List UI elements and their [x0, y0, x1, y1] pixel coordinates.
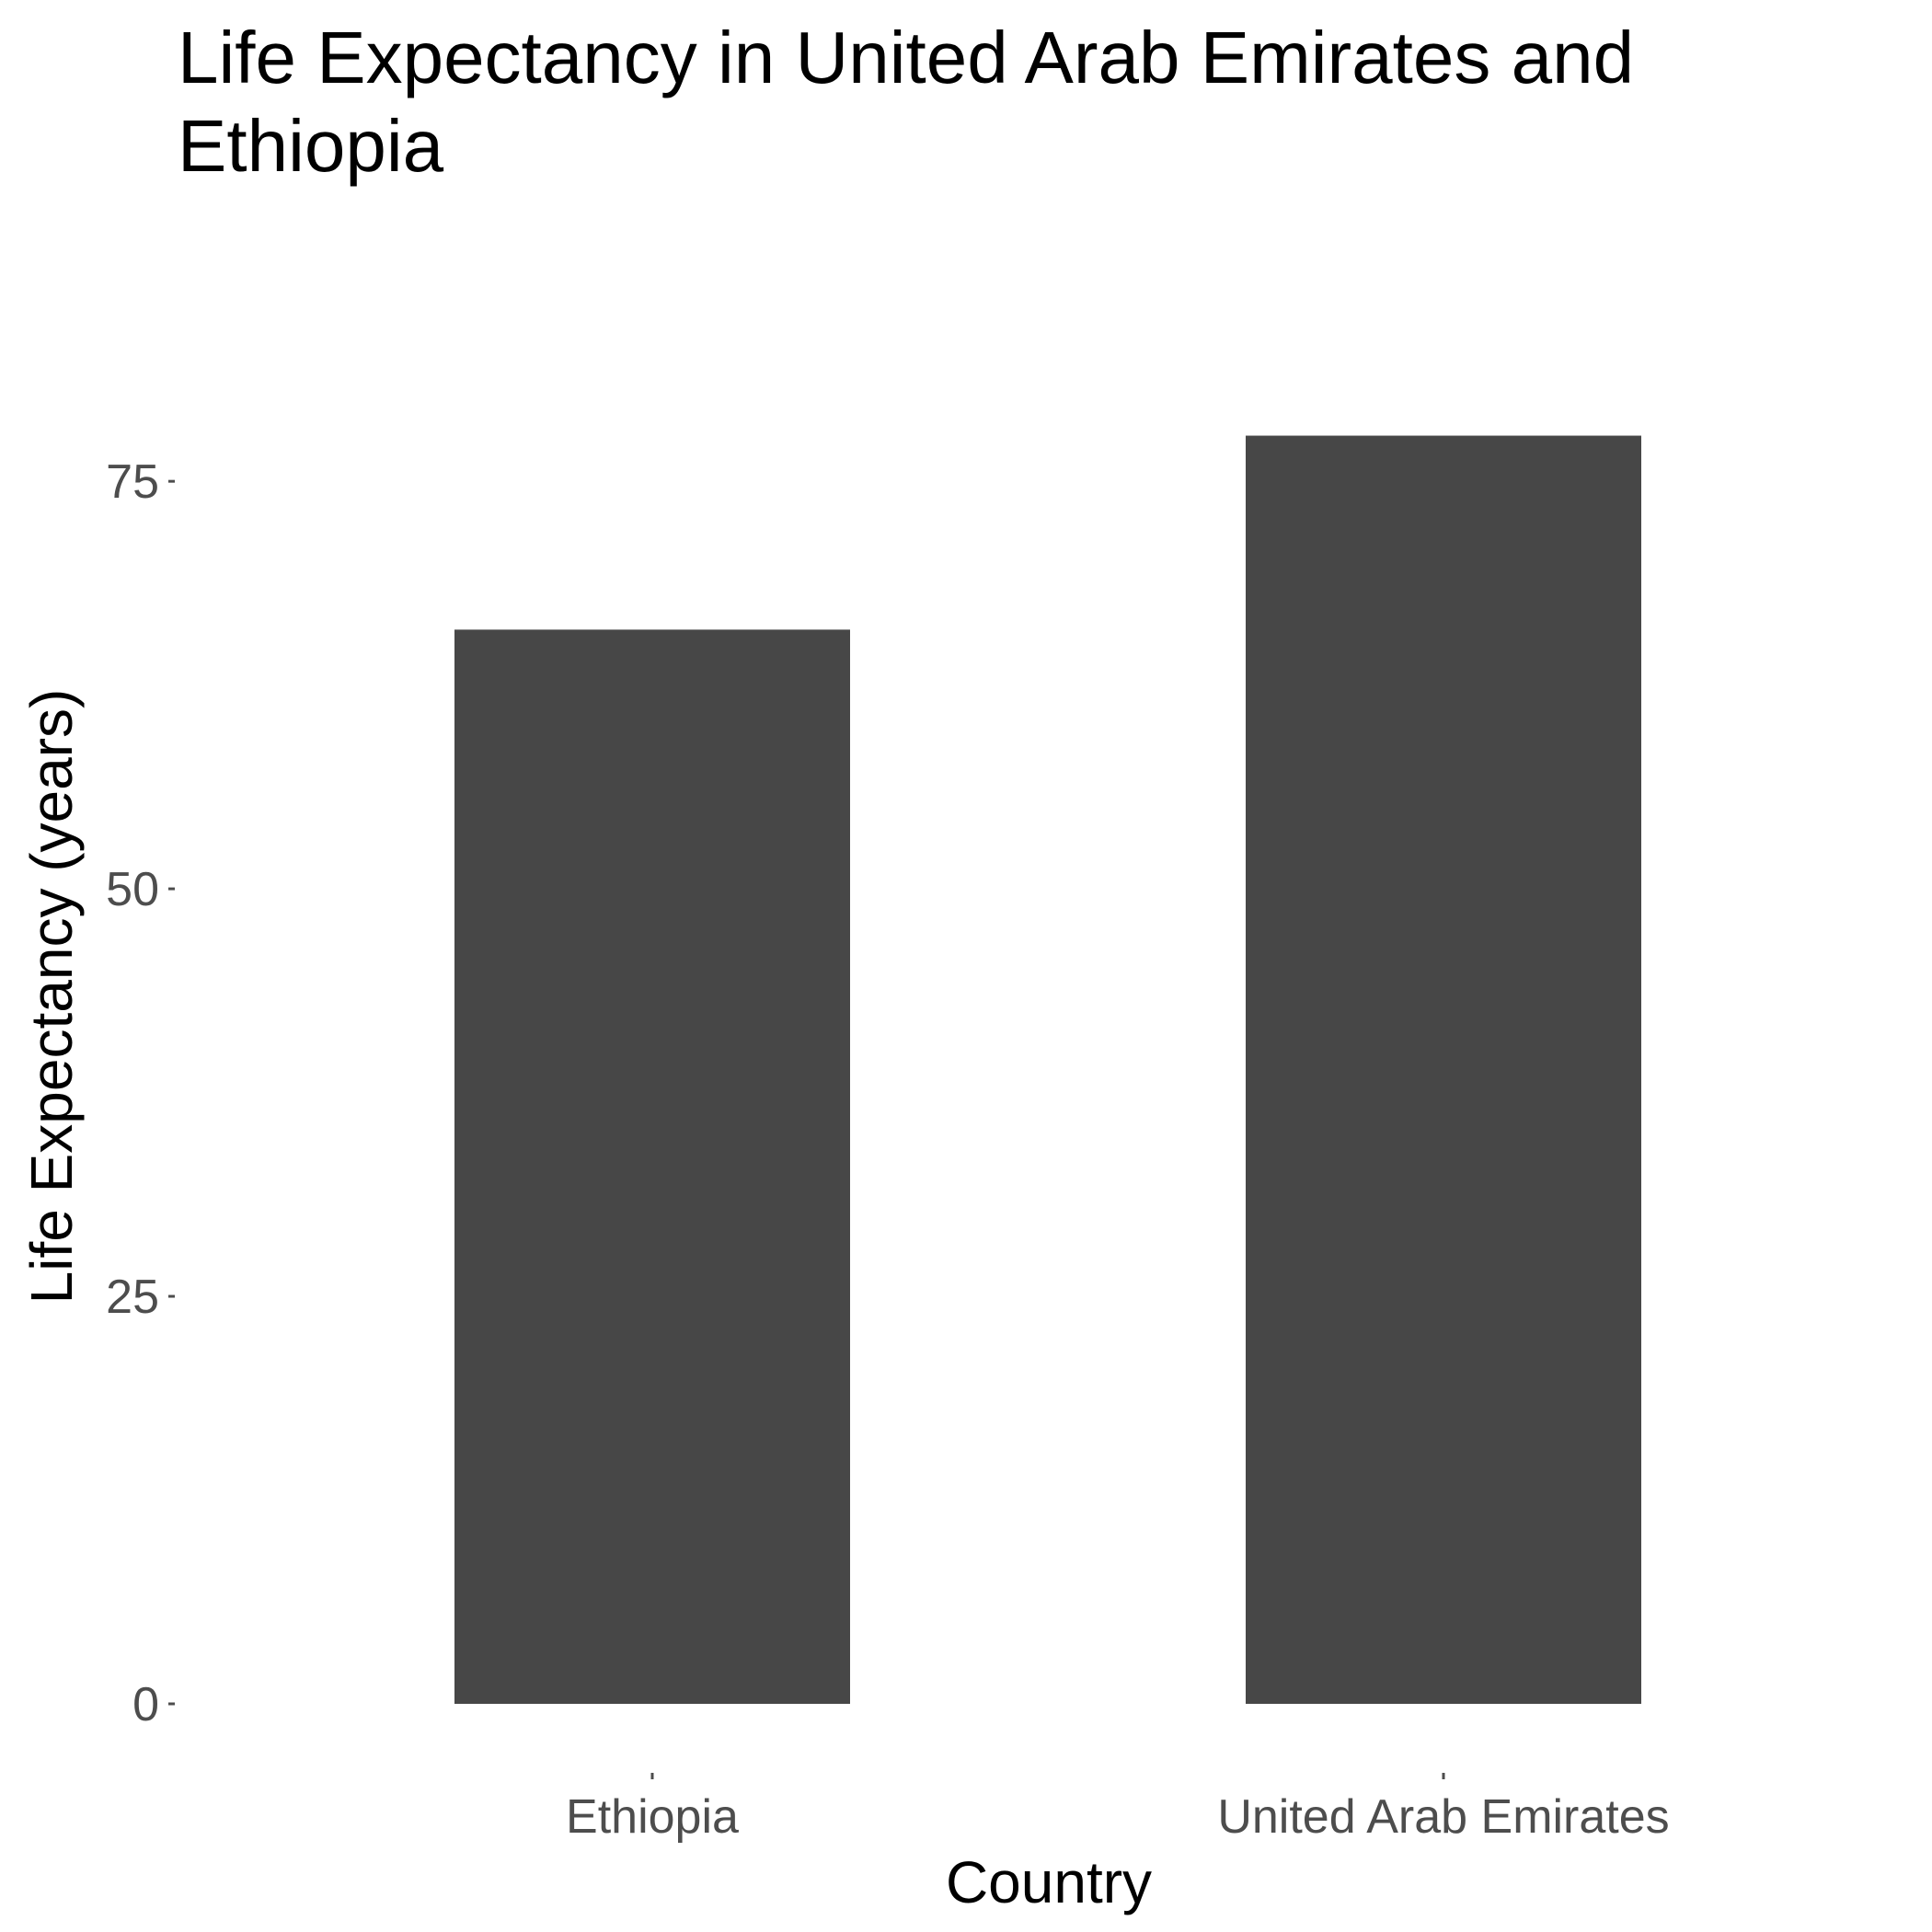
x-axis-title: Country: [946, 1849, 1152, 1915]
y-axis: 0 25 50 75: [106, 455, 175, 1731]
x-tick-label-1: United Arab Emirates: [1217, 1790, 1669, 1844]
chart-title-line-1: Life Expectancy in United Arab Emirates …: [178, 17, 1634, 98]
bars-layer: [454, 435, 1641, 1704]
y-tick-label-3: 75: [106, 455, 159, 509]
chart-title-line-2: Ethiopia: [178, 105, 444, 187]
bar-0: [454, 629, 850, 1704]
x-axis: Ethiopia United Arab Emirates: [566, 1773, 1670, 1844]
y-axis-title: Life Expectancy (years): [18, 689, 85, 1305]
bar-1: [1246, 435, 1641, 1704]
y-tick-label-2: 50: [106, 863, 159, 916]
y-tick-label-0: 0: [132, 1678, 159, 1731]
x-tick-label-0: Ethiopia: [566, 1790, 739, 1844]
y-tick-label-1: 25: [106, 1271, 159, 1324]
